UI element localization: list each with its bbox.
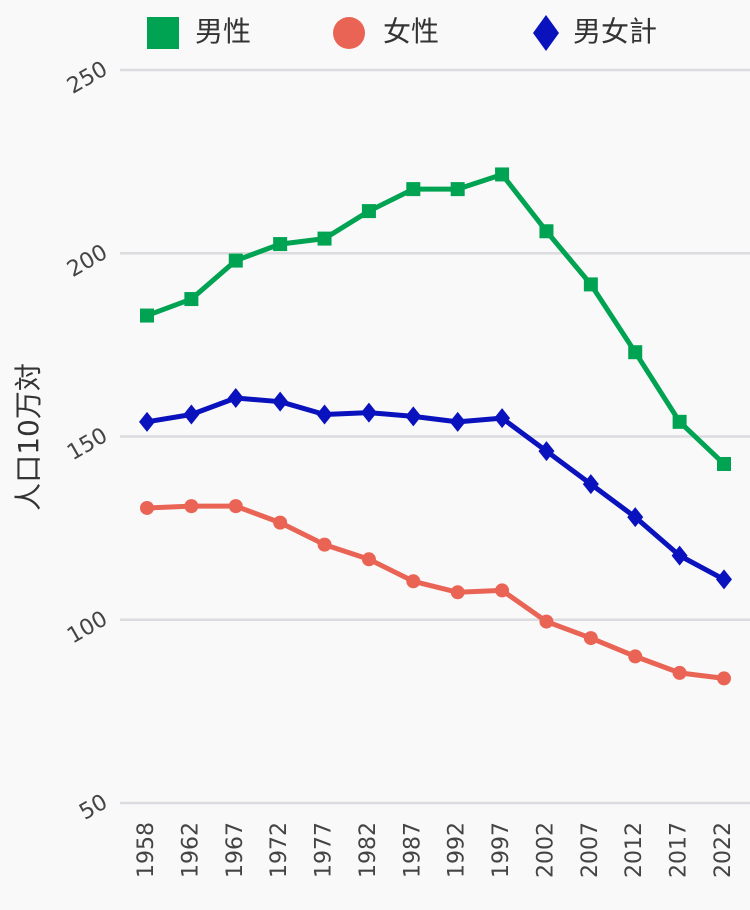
x-tick-label: 2012 — [622, 822, 647, 878]
x-tick-label: 1967 — [223, 822, 248, 878]
data-point-diamond — [316, 404, 333, 425]
series-layer — [139, 167, 732, 686]
x-tick-label: 1972 — [267, 822, 292, 878]
x-tick-label: 2017 — [667, 822, 692, 878]
data-point-circle — [140, 500, 154, 515]
data-point-square — [628, 345, 643, 360]
series-line — [144, 503, 727, 681]
x-tick-label: 2007 — [578, 822, 603, 878]
data-point-square — [406, 182, 421, 197]
legend-label: 女性 — [383, 15, 439, 48]
data-point-diamond — [671, 545, 688, 566]
series-line — [144, 171, 727, 467]
series-line — [144, 395, 727, 582]
data-point-square — [450, 182, 465, 197]
x-tick-label: 2002 — [533, 822, 558, 878]
data-point-square — [184, 292, 199, 307]
legend-item: 男女計 — [533, 15, 657, 51]
data-point-diamond — [449, 411, 466, 432]
grid-lines — [120, 68, 750, 805]
data-point-square — [317, 231, 332, 246]
legend-label: 男女計 — [573, 15, 657, 48]
data-point-circle — [583, 631, 598, 646]
data-point-circle — [495, 583, 510, 598]
data-point-diamond — [494, 408, 511, 429]
data-point-circle — [406, 574, 421, 589]
data-point-diamond — [582, 474, 599, 495]
data-point-circle — [628, 649, 643, 664]
data-point-square — [583, 277, 598, 292]
y-axis-label: 人口10万対 — [12, 363, 45, 511]
data-point-diamond — [716, 569, 732, 590]
data-point-square — [273, 237, 288, 252]
data-point-circle — [317, 537, 332, 552]
data-point-diamond — [183, 404, 200, 425]
x-tick-label: 1958 — [134, 822, 159, 878]
data-point-square — [672, 414, 687, 429]
data-point-circle — [273, 515, 288, 530]
data-point-square — [140, 308, 154, 323]
data-point-square — [717, 456, 731, 471]
x-tick-label: 1977 — [312, 822, 337, 878]
y-axis-ticks: 50 100 150 200 250 — [63, 57, 112, 826]
x-tick-label: 2022 — [711, 822, 736, 878]
data-point-circle — [184, 499, 199, 514]
data-point-square — [495, 167, 510, 182]
y-tick-label: 200 — [63, 240, 112, 283]
legend-label: 男性 — [195, 15, 251, 48]
data-point-circle — [717, 671, 731, 686]
data-point-circle — [228, 499, 243, 514]
y-tick-label: 150 — [63, 423, 112, 466]
legend-diamond-icon — [533, 15, 559, 51]
x-axis-ticks: 1958 1962 1967 1972 1977 1982 1987 1992 1997 2002… — [134, 822, 736, 878]
data-point-circle — [672, 665, 687, 680]
data-point-square — [539, 224, 554, 239]
legend-square-icon — [147, 17, 179, 49]
data-point-diamond — [139, 411, 155, 432]
x-tick-label: 1982 — [356, 822, 381, 878]
legend-item: 女性 — [333, 15, 439, 49]
x-tick-label: 1997 — [489, 822, 514, 878]
legend-item: 男性 — [147, 15, 251, 49]
x-tick-label: 1992 — [445, 822, 470, 878]
data-point-circle — [539, 614, 554, 629]
y-tick-label: 250 — [63, 57, 112, 100]
data-point-circle — [450, 585, 465, 600]
data-point-diamond — [627, 507, 644, 528]
x-tick-label: 1987 — [400, 822, 425, 878]
series-0 — [140, 167, 731, 471]
data-point-square — [361, 204, 376, 219]
x-tick-label: 1962 — [178, 822, 203, 878]
data-point-diamond — [272, 391, 289, 412]
data-point-square — [228, 253, 243, 268]
data-point-diamond — [538, 441, 555, 462]
series-2 — [139, 388, 732, 590]
data-point-circle — [361, 552, 376, 567]
data-point-diamond — [227, 388, 244, 409]
legend: 男性 女性 男女計 — [147, 15, 657, 51]
legend-circle-icon — [333, 17, 365, 49]
series-1 — [140, 499, 731, 686]
y-tick-label: 50 — [75, 790, 112, 826]
y-tick-label: 100 — [63, 606, 112, 649]
data-point-diamond — [405, 406, 422, 427]
data-point-diamond — [360, 402, 377, 423]
